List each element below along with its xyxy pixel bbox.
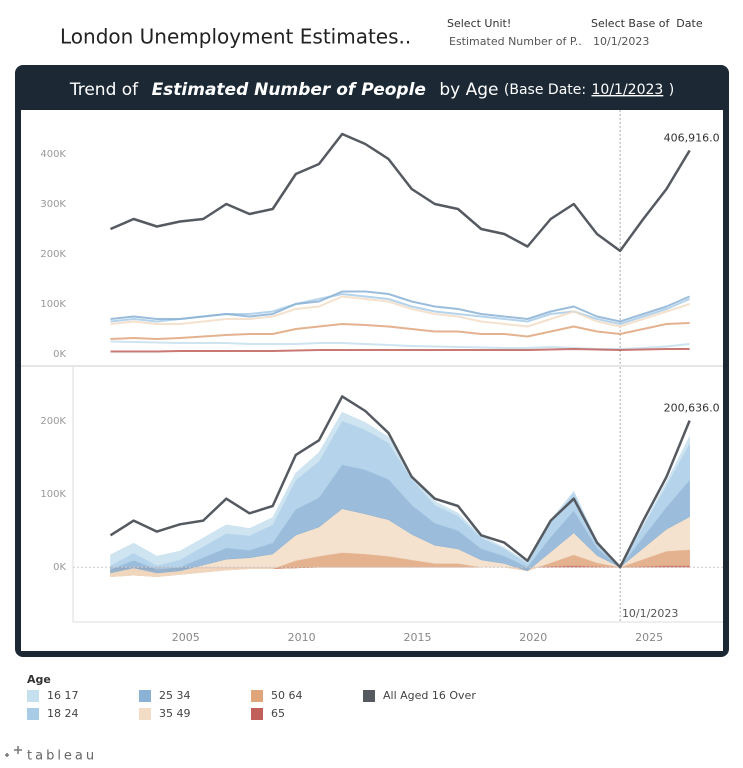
series-line xyxy=(110,132,691,253)
legend-label: 35 49 xyxy=(159,707,191,720)
legend-swatch xyxy=(139,690,151,702)
unit-filter-value[interactable]: Estimated Number of P.. xyxy=(449,35,582,48)
y-tick-label: 200K xyxy=(40,249,66,260)
y-tick-label: 200K xyxy=(40,416,66,427)
dashboard-title: London Unemployment Estimates.. xyxy=(60,25,411,49)
legend-swatch xyxy=(251,708,263,720)
x-tick-label: 2010 xyxy=(288,631,316,644)
legend-label: 50 64 xyxy=(271,689,303,702)
legend-swatch xyxy=(363,690,375,702)
y-tick-label: 0K xyxy=(53,562,66,573)
legend-swatch xyxy=(139,708,151,720)
x-tick-label: 2020 xyxy=(519,631,547,644)
legend-title: Age xyxy=(27,673,51,686)
y-tick-label: 0K xyxy=(53,349,66,360)
value-label: 406,916.0 xyxy=(664,132,720,145)
date-filter-label: Select Base of Date xyxy=(591,17,703,30)
y-tick-label: 300K xyxy=(40,199,66,210)
legend-label: 16 17 xyxy=(47,689,79,702)
series-line xyxy=(110,295,690,328)
unit-filter-label: Select Unit! xyxy=(447,17,511,30)
title-measure: Estimated Number of People xyxy=(152,80,426,100)
legend-label: 18 24 xyxy=(47,707,79,720)
date-filter-value[interactable]: 10/1/2023 xyxy=(593,35,649,48)
title-prefix: Trend of xyxy=(69,80,139,100)
y-tick-label: 100K xyxy=(40,489,66,500)
legend-swatch xyxy=(27,690,39,702)
title-close: ) xyxy=(669,82,674,98)
panel-title: Trend of Estimated Number of People by A… xyxy=(69,80,674,100)
legend-label: All Aged 16 Over xyxy=(383,689,476,702)
y-tick-label: 400K xyxy=(40,149,66,160)
x-tick-label: 2005 xyxy=(172,631,200,644)
legend-swatch xyxy=(251,690,263,702)
brand: tableau xyxy=(27,749,97,764)
legend-swatch xyxy=(27,708,39,720)
series-area xyxy=(110,411,690,568)
series-line xyxy=(109,395,691,569)
reference-label: 10/1/2023 xyxy=(622,607,678,620)
title-base-prefix: (Base Date: xyxy=(504,82,586,98)
y-tick-label: 100K xyxy=(40,299,66,310)
legend-label: 65 xyxy=(271,707,285,720)
value-label: 200,636.0 xyxy=(664,402,720,415)
title-suffix: by Age xyxy=(439,80,498,100)
series-line xyxy=(110,348,690,353)
legend-label: 25 34 xyxy=(159,689,191,702)
tableau-logo: tableau xyxy=(5,746,97,764)
x-tick-label: 2015 xyxy=(403,631,431,644)
series-line xyxy=(110,322,690,340)
series-line xyxy=(110,290,690,323)
x-tick-label: 2025 xyxy=(635,631,663,644)
title-base-date[interactable]: 10/1/2023 xyxy=(592,82,664,98)
